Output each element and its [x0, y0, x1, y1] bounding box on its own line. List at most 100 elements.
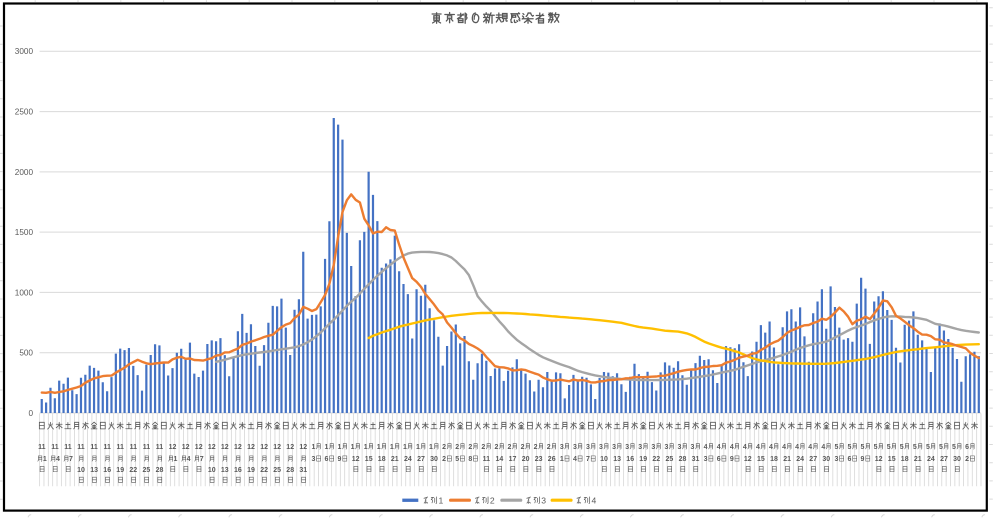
svg-text:4: 4 — [743, 444, 747, 451]
svg-text:15: 15 — [365, 456, 373, 463]
svg-text:3: 3 — [678, 444, 682, 451]
svg-text:12: 12 — [208, 444, 216, 451]
svg-text:3: 3 — [638, 444, 642, 451]
svg-text:18: 18 — [770, 456, 778, 463]
svg-text:4: 4 — [717, 444, 721, 451]
svg-text:1: 1 — [377, 444, 381, 451]
svg-text:2: 2 — [534, 444, 538, 451]
svg-text:2500: 2500 — [15, 108, 34, 117]
svg-text:7: 7 — [69, 456, 73, 463]
svg-text:3: 3 — [704, 456, 708, 463]
svg-text:12: 12 — [273, 444, 281, 451]
svg-text:11: 11 — [143, 444, 151, 451]
svg-text:5: 5 — [952, 444, 956, 451]
svg-text:30: 30 — [430, 456, 438, 463]
svg-text:1: 1 — [324, 444, 328, 451]
svg-text:15: 15 — [757, 456, 765, 463]
svg-text:31: 31 — [299, 467, 307, 474]
svg-text:31: 31 — [692, 456, 700, 463]
svg-text:1: 1 — [403, 444, 407, 451]
svg-text:4: 4 — [187, 456, 191, 463]
svg-text:8: 8 — [468, 456, 472, 463]
svg-text:12: 12 — [195, 444, 203, 451]
svg-text:1: 1 — [364, 444, 368, 451]
svg-text:7: 7 — [200, 456, 204, 463]
svg-text:6: 6 — [847, 456, 851, 463]
svg-text:12: 12 — [299, 444, 307, 451]
svg-text:3: 3 — [625, 444, 629, 451]
svg-text:3: 3 — [599, 444, 603, 451]
svg-text:6: 6 — [965, 444, 969, 451]
svg-text:18: 18 — [901, 456, 909, 463]
svg-text:5: 5 — [861, 444, 865, 451]
svg-text:6: 6 — [717, 456, 721, 463]
svg-text:12: 12 — [169, 444, 177, 451]
svg-text:15: 15 — [888, 456, 896, 463]
svg-text:24: 24 — [927, 456, 935, 463]
svg-text:9: 9 — [861, 456, 865, 463]
svg-text:12: 12 — [352, 456, 360, 463]
svg-text:2: 2 — [490, 496, 495, 506]
svg-text:12: 12 — [875, 456, 883, 463]
svg-text:2: 2 — [508, 444, 512, 451]
svg-text:5: 5 — [913, 444, 917, 451]
svg-text:11: 11 — [64, 444, 72, 451]
svg-text:4: 4 — [756, 444, 760, 451]
svg-text:12: 12 — [221, 444, 229, 451]
svg-text:3: 3 — [541, 496, 546, 506]
svg-text:1: 1 — [311, 444, 315, 451]
svg-text:1000: 1000 — [15, 288, 34, 297]
svg-text:9: 9 — [338, 456, 342, 463]
svg-text:19: 19 — [639, 456, 647, 463]
svg-text:3: 3 — [586, 444, 590, 451]
svg-text:11: 11 — [116, 444, 124, 451]
svg-text:2: 2 — [442, 456, 446, 463]
svg-text:3: 3 — [834, 456, 838, 463]
svg-text:23: 23 — [535, 456, 543, 463]
svg-text:13: 13 — [90, 467, 98, 474]
svg-text:24: 24 — [796, 456, 804, 463]
svg-text:18: 18 — [378, 456, 386, 463]
svg-text:4: 4 — [704, 444, 708, 451]
svg-text:4: 4 — [769, 444, 773, 451]
svg-text:3: 3 — [573, 444, 577, 451]
svg-text:3000: 3000 — [15, 47, 34, 56]
svg-text:3: 3 — [664, 444, 668, 451]
svg-text:2: 2 — [521, 444, 525, 451]
svg-text:19: 19 — [247, 467, 255, 474]
svg-text:3: 3 — [612, 444, 616, 451]
svg-text:10: 10 — [600, 456, 608, 463]
svg-text:2: 2 — [442, 444, 446, 451]
svg-text:4: 4 — [592, 496, 597, 506]
svg-text:4: 4 — [795, 444, 799, 451]
svg-text:2: 2 — [468, 444, 472, 451]
svg-text:4: 4 — [56, 456, 60, 463]
svg-text:12: 12 — [260, 444, 268, 451]
svg-text:5: 5 — [900, 444, 904, 451]
svg-text:28: 28 — [286, 467, 294, 474]
svg-text:13: 13 — [613, 456, 621, 463]
svg-text:19: 19 — [116, 467, 124, 474]
svg-text:11: 11 — [51, 444, 59, 451]
svg-text:7: 7 — [586, 456, 590, 463]
svg-text:12: 12 — [247, 444, 255, 451]
svg-text:1: 1 — [174, 456, 178, 463]
svg-text:25: 25 — [143, 467, 151, 474]
svg-text:1: 1 — [560, 456, 564, 463]
svg-text:1: 1 — [429, 444, 433, 451]
svg-text:5: 5 — [874, 444, 878, 451]
svg-text:27: 27 — [940, 456, 948, 463]
svg-text:25: 25 — [666, 456, 674, 463]
svg-text:6: 6 — [324, 456, 328, 463]
svg-text:12: 12 — [744, 456, 752, 463]
svg-text:4: 4 — [782, 444, 786, 451]
svg-text:30: 30 — [953, 456, 961, 463]
svg-text:3: 3 — [691, 444, 695, 451]
svg-text:1: 1 — [43, 456, 47, 463]
svg-text:11: 11 — [90, 444, 98, 451]
svg-text:16: 16 — [234, 467, 242, 474]
svg-text:0: 0 — [28, 409, 33, 418]
svg-text:1500: 1500 — [15, 228, 34, 237]
svg-text:2000: 2000 — [15, 168, 34, 177]
svg-text:4: 4 — [821, 444, 825, 451]
